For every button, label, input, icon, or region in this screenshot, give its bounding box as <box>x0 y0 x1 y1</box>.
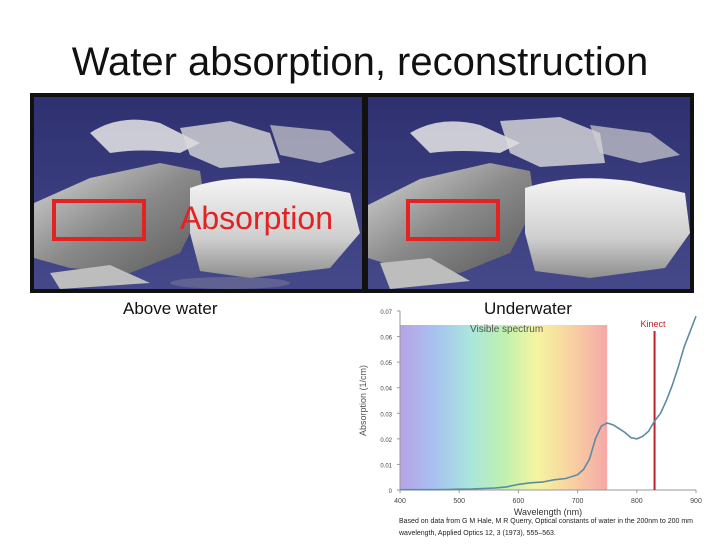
absorption-chart-svg: Visible spectrum 0 0.01 0.02 0.03 0.04 0.05 0.0… <box>358 310 702 517</box>
y-tick-label: 0.06 <box>380 336 392 342</box>
underwater-scene <box>368 97 690 289</box>
above-water-scene <box>34 97 362 289</box>
y-axis-label: Absorption (1/cm) <box>358 365 368 436</box>
x-tick-label: 400 <box>394 498 406 505</box>
y-tick-label: 0.07 <box>380 310 392 316</box>
x-axis-label: Wavelength (nm) <box>514 507 582 517</box>
y-tick-label: 0.03 <box>380 412 392 418</box>
reconstruction-images <box>30 93 694 293</box>
y-tick-label: 0 <box>389 489 393 495</box>
highlight-box-above <box>52 199 146 241</box>
x-tick-label: 600 <box>513 498 525 505</box>
y-tick-label: 0.05 <box>380 361 392 367</box>
reconstruction-scenes <box>34 93 690 293</box>
x-tick-label: 800 <box>631 498 643 505</box>
x-tick-label: 500 <box>453 498 465 505</box>
y-tick-label: 0.02 <box>380 438 392 444</box>
x-tick-label: 900 <box>690 498 702 505</box>
y-tick-label: 0.04 <box>380 387 392 393</box>
absorption-label: Absorption <box>180 200 333 236</box>
absorption-curve <box>400 315 697 491</box>
slide-title: Water absorption, reconstruction <box>71 40 649 84</box>
caption-above-water: Above water <box>123 299 218 318</box>
data-credit: Based on data from G M Hale, M R Querry,… <box>399 518 693 537</box>
x-tick-label: 700 <box>572 498 584 505</box>
caption-underwater: Underwater <box>484 299 572 318</box>
y-tick-label: 0.01 <box>380 463 392 469</box>
kinect-marker-label: Kinect <box>641 319 667 329</box>
visible-spectrum-band <box>400 325 608 490</box>
visible-spectrum-label: Visible spectrum <box>470 324 543 335</box>
absorption-chart: Visible spectrum 0 0.01 0.02 0.03 0.04 0.05 0.0… <box>358 297 720 540</box>
highlight-box-under <box>406 199 500 241</box>
